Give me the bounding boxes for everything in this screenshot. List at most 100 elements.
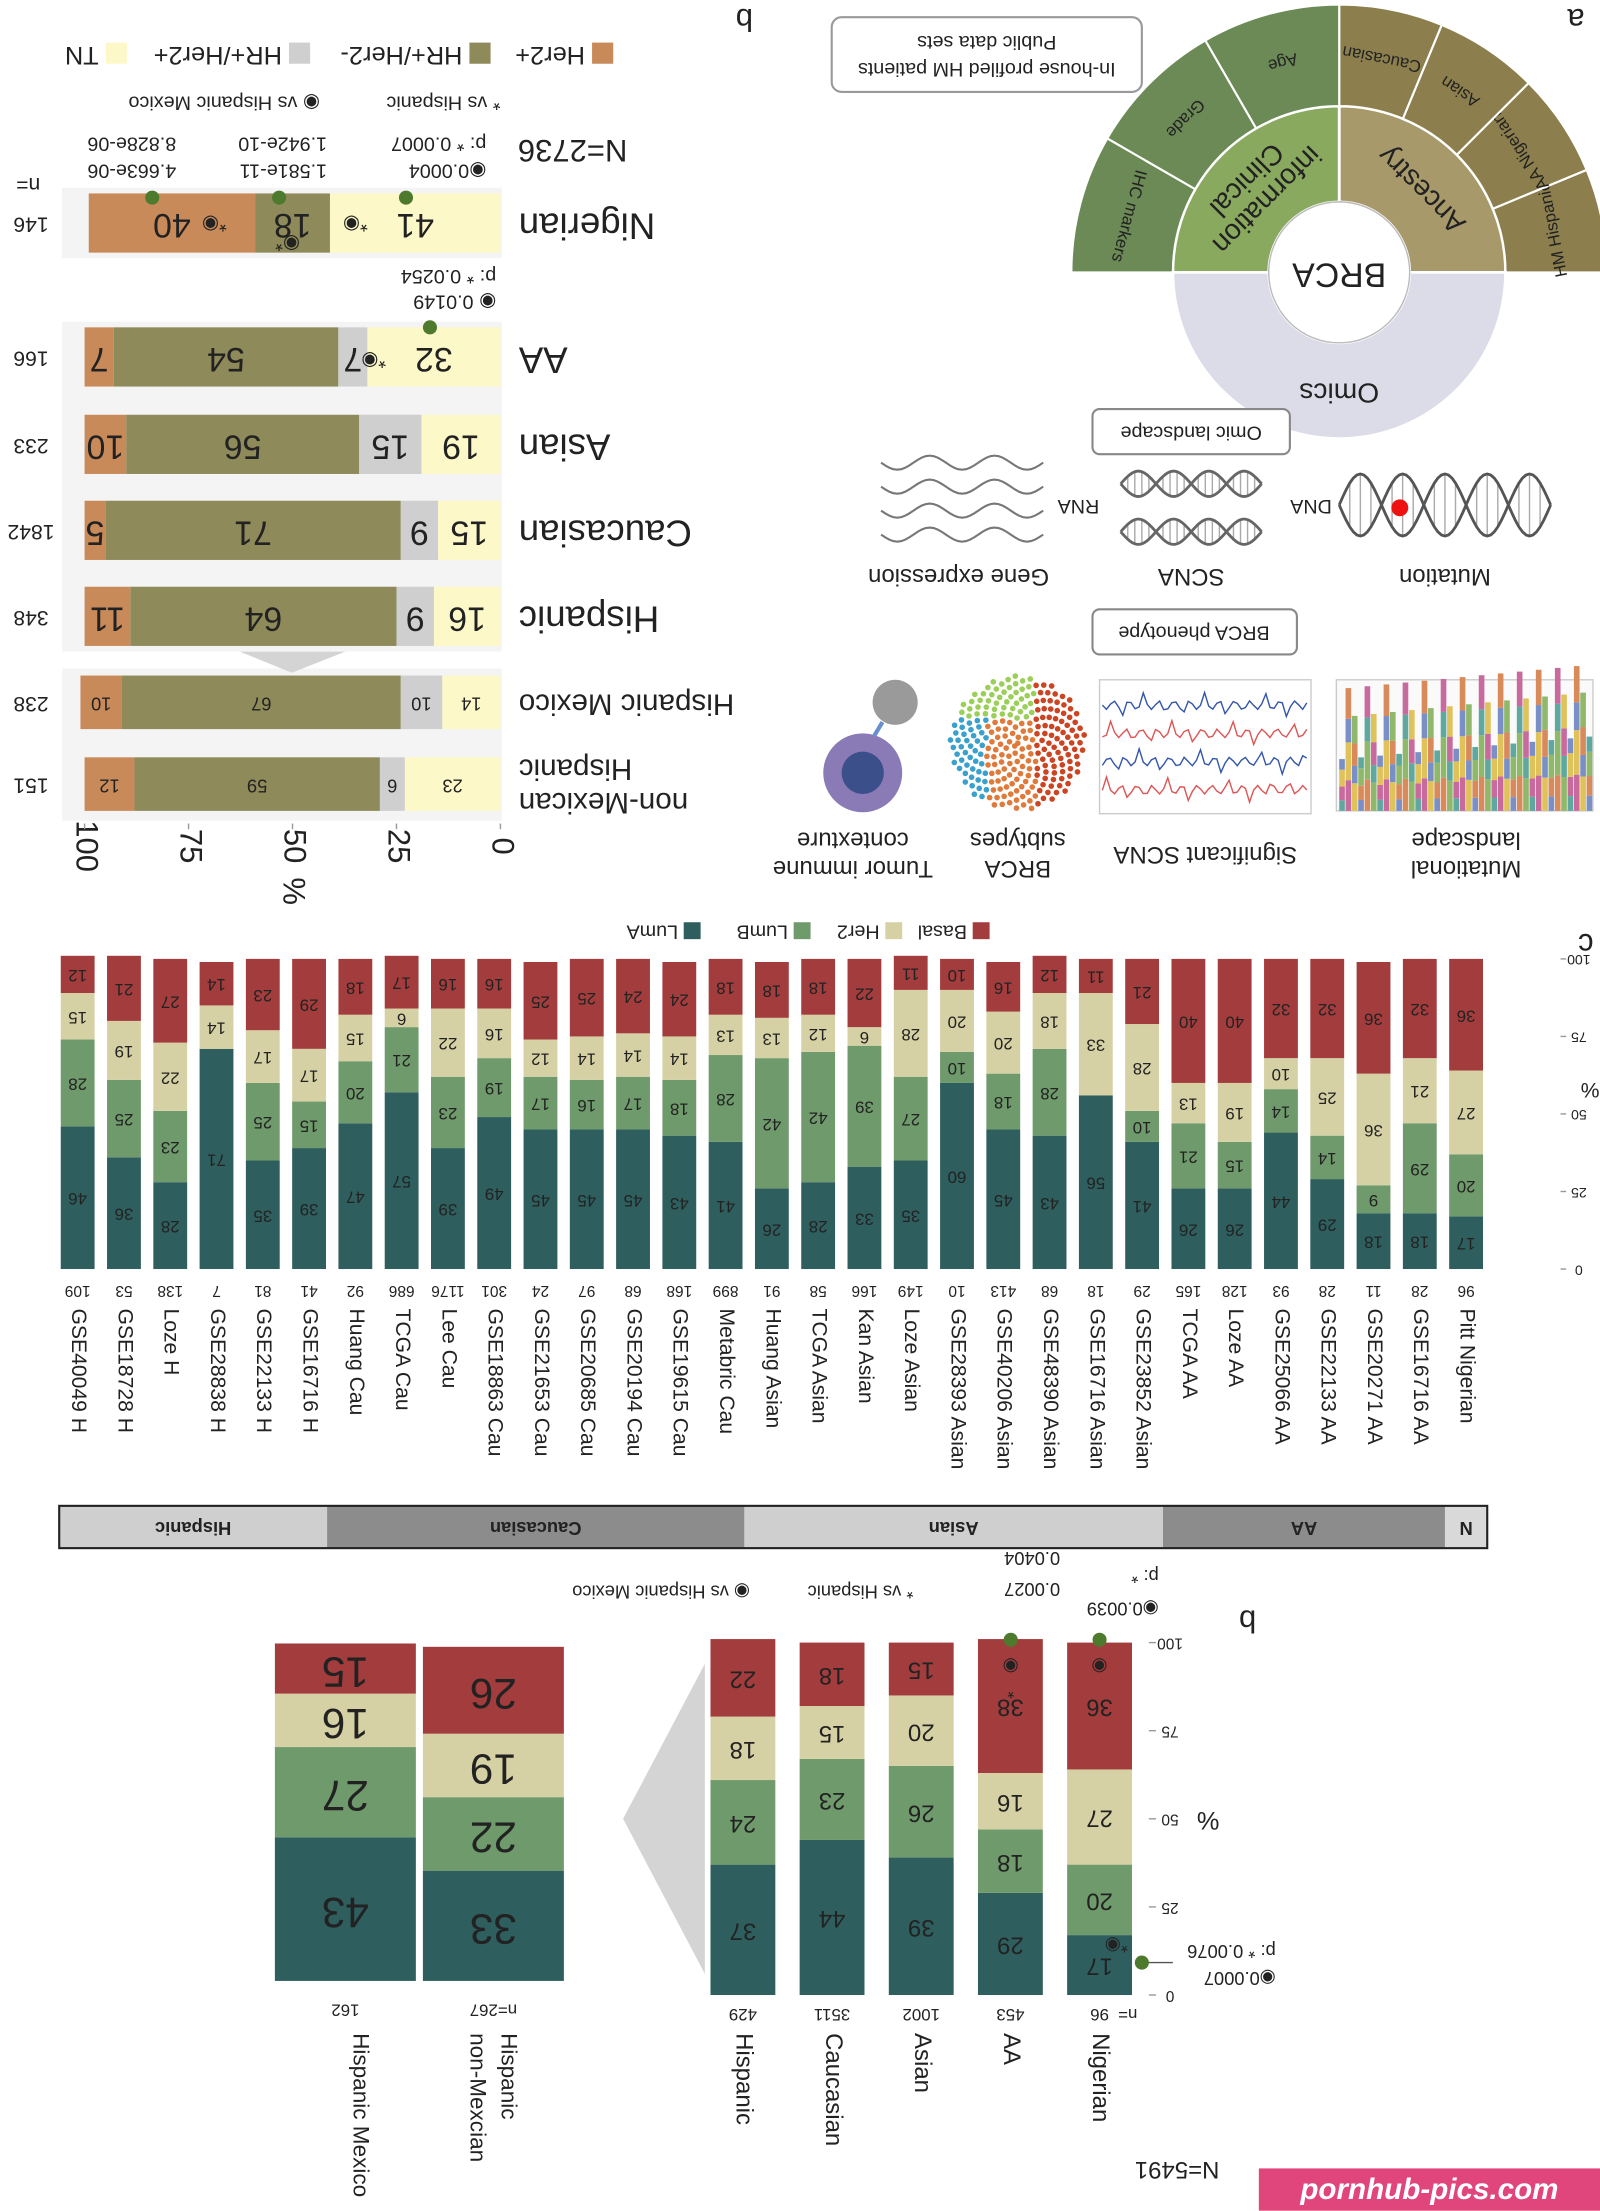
thumb-bar [1542, 756, 1548, 778]
phenotype-label: Mutational [1411, 855, 1522, 882]
thumb-point [966, 706, 973, 712]
thumb-bar [1580, 727, 1586, 755]
annotation: *◉ [202, 213, 227, 235]
bar-segment [662, 1135, 697, 1270]
segment-label: 22 [470, 1814, 517, 1861]
y-axis-label: % [1197, 1806, 1220, 1834]
segment-label: 16 [485, 975, 504, 994]
bar-segment [338, 1014, 373, 1062]
thumb-bar [1554, 731, 1561, 776]
thumb-point [1062, 745, 1069, 752]
thumb-bar [1491, 745, 1498, 759]
bar-segment [153, 1042, 188, 1111]
bar-segment [1217, 1082, 1252, 1142]
thumb-bar [1561, 777, 1567, 811]
ancestry-block [744, 1505, 1163, 1549]
bar-segment [329, 193, 501, 253]
thumb-bar [1358, 799, 1364, 811]
thumb-bar [1358, 785, 1364, 800]
x-tick-label: 0 [485, 837, 520, 854]
thumb-point [951, 759, 958, 766]
bar-segment [799, 1706, 865, 1759]
thumb-bar [1434, 750, 1440, 763]
thumb-point [985, 697, 992, 704]
thumb-point [1039, 737, 1045, 744]
category-label: Asian [519, 427, 611, 468]
n-label: 149 [898, 1282, 924, 1299]
ancestry-block [1444, 1505, 1488, 1549]
thumb-bar [1408, 739, 1415, 764]
thumb-bar [1485, 759, 1491, 780]
n-label: 138 [157, 1282, 183, 1299]
thumb-bar [1497, 776, 1504, 811]
ancestry-label: Hispanic [155, 1518, 231, 1539]
thumb-bar [1478, 735, 1485, 777]
segment-label: 43 [670, 1194, 689, 1213]
thumb-point [1074, 769, 1081, 775]
thumb-bar [1510, 743, 1517, 758]
ancestry-block [327, 1505, 745, 1549]
annotation: ◉ [1092, 1656, 1108, 1677]
bar-segment [1125, 958, 1160, 1025]
category-label: GSE20194 Cau [622, 1308, 645, 1456]
annotation-dot [272, 190, 287, 205]
legend-label: LumB [737, 920, 789, 942]
bar-segment [130, 586, 397, 646]
thumb-point [1048, 732, 1055, 739]
category-label: non-Mexican [519, 786, 688, 819]
segment-label: 16 [994, 978, 1013, 997]
segment-label: 67 [251, 693, 271, 714]
bar-segment [569, 1079, 604, 1130]
segment-label: 16 [322, 1700, 369, 1747]
segment-label: 18 [716, 978, 735, 997]
bar-segment [710, 1639, 776, 1717]
segment-label: 9 [1369, 1191, 1378, 1210]
bar-segment [1356, 1185, 1391, 1214]
thumb-bar [1516, 671, 1523, 707]
segment-label: 26 [1179, 1220, 1198, 1239]
thumb-point [995, 778, 1001, 784]
segment-label: 20 [346, 1084, 365, 1103]
segment-label: 46 [68, 1189, 87, 1208]
thumb-point [1040, 682, 1047, 688]
thumb-bar [1396, 799, 1402, 811]
legend-swatch [592, 42, 614, 64]
thumb-point [1030, 690, 1037, 697]
legend-label: LumA [626, 920, 678, 942]
segment-label: 20 [1086, 1888, 1113, 1915]
bar-segment [477, 1008, 512, 1059]
thumb-bar [1554, 703, 1561, 732]
thumb-point [983, 786, 990, 793]
segment-label: 14 [207, 1019, 226, 1038]
bar-segment [888, 1765, 954, 1858]
bar-segment [422, 1733, 564, 1798]
category-label: Loze H [160, 1308, 183, 1375]
thumb-point [1018, 720, 1025, 727]
bar-segment [122, 675, 401, 730]
thumb-point [1039, 756, 1046, 763]
segment-label: 20 [908, 1718, 935, 1745]
n-label: 97 [578, 1282, 595, 1299]
bar-segment [801, 1014, 836, 1052]
thumb-point [1013, 700, 1020, 707]
annotation: 1.581e-11 [240, 159, 327, 181]
segment-label: 20 [948, 1012, 967, 1031]
thumb-point [1034, 707, 1041, 713]
n-label: 413 [990, 1282, 1016, 1299]
category-label: Pitt Nigerian [1456, 1308, 1479, 1423]
segment-label: 45 [624, 1191, 643, 1210]
segment-label: 24 [730, 1810, 757, 1837]
thumb-bar [1421, 680, 1428, 714]
bar-segment [1171, 958, 1206, 1083]
thumb-point [959, 709, 965, 716]
segment-label: 18 [274, 206, 312, 244]
thumb-point [1005, 676, 1011, 683]
thumb-point [966, 720, 973, 726]
watermark: pornhub-pics.com [1299, 2173, 1558, 2206]
bar-segment [88, 193, 256, 253]
thumb-bar [1478, 776, 1485, 811]
thumb-bar [1453, 781, 1460, 799]
panel-label: c [1578, 927, 1594, 962]
thumb-point [976, 768, 982, 775]
bar-segment [893, 1076, 928, 1161]
